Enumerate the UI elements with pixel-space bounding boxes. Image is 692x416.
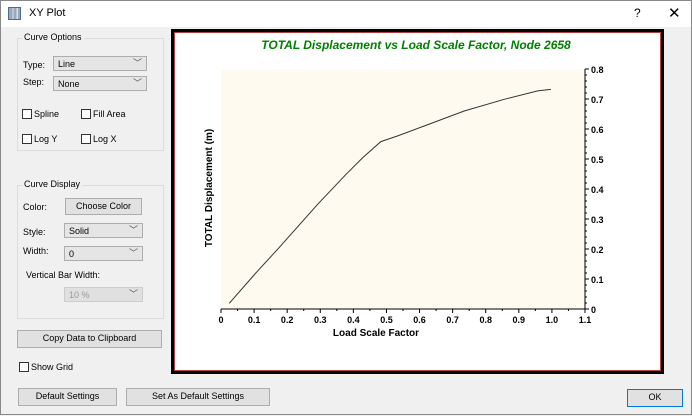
y-tick-label: 0.3 (591, 215, 604, 225)
fill-area-checkbox[interactable] (81, 109, 91, 119)
x-tick-label: 0.8 (479, 315, 492, 325)
xy-plot-icon (8, 7, 21, 20)
choose-color-button[interactable]: Choose Color (65, 198, 142, 215)
y-axis-label: TOTAL Displacement (m) (204, 129, 215, 247)
type-value: Line (58, 59, 76, 69)
y-tick-label: 0.8 (591, 65, 604, 75)
width-value: 0 (69, 249, 75, 259)
chevron-down-icon: ﹀ (128, 248, 138, 258)
show-grid-label: Show Grid (31, 362, 74, 372)
x-tick-label: 0.1 (248, 315, 261, 325)
step-label: Step: (23, 77, 45, 87)
curve-options-group (17, 38, 164, 151)
y-tick-label: 0.1 (591, 275, 604, 285)
curve-options-title: Curve Options (22, 32, 84, 42)
close-icon[interactable]: ✕ (668, 5, 681, 22)
chevron-down-icon: ﹀ (128, 225, 138, 235)
vbar-width-value: 10 % (69, 290, 90, 300)
x-tick-label: 0.6 (413, 315, 426, 325)
chevron-down-icon: ﹀ (128, 289, 138, 299)
vbar-width-select[interactable]: 10 % ﹀ (64, 287, 143, 302)
x-tick-label: 0.4 (347, 315, 360, 325)
ok-button[interactable]: OK (627, 389, 683, 407)
x-tick-label: 0.3 (314, 315, 327, 325)
type-select[interactable]: Line ﹀ (53, 56, 147, 71)
step-value: None (58, 79, 80, 89)
help-button[interactable]: ? (634, 6, 641, 20)
y-tick-label: 0.7 (591, 95, 604, 105)
vbar-width-label: Vertical Bar Width: (26, 270, 101, 280)
x-tick-label: 0.5 (380, 315, 393, 325)
x-tick-label: 1.0 (546, 315, 559, 325)
x-tick-label: 0.9 (513, 315, 526, 325)
x-tick-label: 0.2 (281, 315, 294, 325)
y-tick-label: 0.6 (591, 125, 604, 135)
step-select[interactable]: None ﹀ (53, 76, 147, 91)
y-tick-label: 0.4 (591, 185, 604, 195)
x-tick-label: 0 (218, 315, 223, 325)
x-tick-label: 0.7 (446, 315, 459, 325)
x-axis-label: Load Scale Factor (333, 328, 419, 339)
width-label: Width: (23, 246, 49, 256)
fill-area-label: Fill Area (93, 109, 126, 119)
chart-title: TOTAL Displacement vs Load Scale Factor,… (261, 38, 571, 52)
spline-checkbox[interactable] (22, 109, 32, 119)
chevron-down-icon: ﹀ (132, 58, 142, 68)
data-series-line (228, 88, 551, 304)
log-y-checkbox[interactable] (22, 134, 32, 144)
chevron-down-icon: ﹀ (132, 78, 142, 88)
y-tick-label: 0.2 (591, 245, 604, 255)
plot-area (221, 69, 585, 309)
curve-display-group (17, 185, 164, 319)
spline-label: Spline (34, 109, 60, 119)
x-tick-label: 1.1 (579, 315, 592, 325)
log-x-checkbox[interactable] (81, 134, 91, 144)
title-bar (1, 1, 691, 27)
window-title: XY Plot (29, 7, 66, 19)
width-select[interactable]: 0 ﹀ (64, 246, 143, 261)
style-value: Solid (69, 226, 90, 236)
log-y-label: Log Y (34, 134, 58, 144)
color-label: Color: (23, 202, 48, 212)
y-tick-label: 0 (591, 305, 596, 315)
y-tick-label: 0.5 (591, 155, 604, 165)
type-label: Type: (23, 60, 46, 70)
style-select[interactable]: Solid ﹀ (64, 223, 143, 238)
copy-data-button[interactable]: Copy Data to Clipboard (17, 330, 162, 348)
style-label: Style: (23, 227, 46, 237)
show-grid-checkbox[interactable] (19, 362, 29, 372)
log-x-label: Log X (93, 134, 117, 144)
default-settings-button[interactable]: Default Settings (18, 388, 117, 406)
curve-display-title: Curve Display (22, 179, 83, 189)
set-as-default-button[interactable]: Set As Default Settings (126, 388, 270, 406)
